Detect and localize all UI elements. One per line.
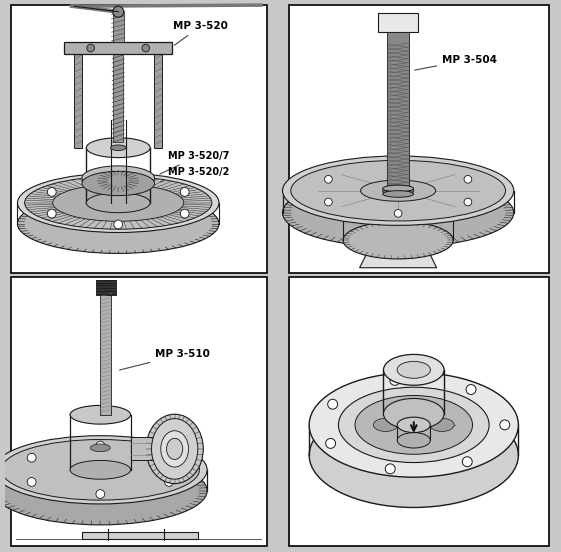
Circle shape [325,198,332,206]
Bar [113,12,124,42]
Circle shape [47,209,56,218]
Text: MP 3-504: MP 3-504 [415,55,497,70]
Bar [154,54,162,148]
Ellipse shape [146,414,203,484]
Polygon shape [360,240,436,268]
Circle shape [164,453,173,462]
Circle shape [114,220,123,229]
Circle shape [96,490,105,498]
Bar [131,437,172,460]
Bar [74,54,82,148]
Circle shape [464,176,472,183]
Ellipse shape [82,171,155,195]
Ellipse shape [25,176,212,229]
Circle shape [464,198,472,206]
Ellipse shape [151,418,198,479]
Ellipse shape [383,190,413,197]
Circle shape [326,438,335,448]
Ellipse shape [111,145,126,151]
Text: MP 3-510: MP 3-510 [119,349,210,370]
Circle shape [113,6,124,17]
Circle shape [462,457,472,466]
Bar [82,532,197,539]
Circle shape [96,441,105,450]
Ellipse shape [384,354,444,385]
Ellipse shape [90,444,110,452]
Ellipse shape [17,194,219,253]
Ellipse shape [355,396,472,454]
Circle shape [466,385,476,395]
Ellipse shape [0,457,207,525]
Ellipse shape [86,138,150,158]
Circle shape [394,164,402,172]
Ellipse shape [167,438,183,459]
Text: MP 3-520/2: MP 3-520/2 [160,167,229,182]
Bar [100,295,111,415]
Bar [387,32,409,190]
Circle shape [164,477,173,486]
Circle shape [390,375,400,385]
Bar [113,38,123,142]
Bar [96,280,116,295]
Ellipse shape [168,437,176,460]
Circle shape [27,453,36,462]
Bar [289,4,549,273]
Circle shape [394,210,402,217]
Bar [289,277,549,546]
Ellipse shape [383,185,413,192]
Ellipse shape [338,387,489,463]
Circle shape [27,477,36,486]
Ellipse shape [383,185,413,196]
Ellipse shape [374,418,398,432]
Ellipse shape [82,166,155,190]
Circle shape [142,44,150,52]
Ellipse shape [384,399,444,429]
Ellipse shape [161,431,188,467]
Ellipse shape [430,418,454,432]
Circle shape [500,420,510,430]
Ellipse shape [17,173,219,232]
Circle shape [47,188,56,197]
Ellipse shape [0,436,207,504]
Circle shape [114,177,123,185]
Circle shape [87,44,95,52]
Ellipse shape [53,184,184,221]
Text: MP 3-520: MP 3-520 [173,21,228,45]
Ellipse shape [291,161,505,221]
Ellipse shape [309,403,518,507]
Ellipse shape [283,178,514,247]
Bar [378,13,418,32]
Ellipse shape [361,180,436,201]
Circle shape [325,176,332,183]
Circle shape [180,188,189,197]
Ellipse shape [1,439,199,500]
Ellipse shape [402,432,426,445]
Bar [11,277,266,546]
Ellipse shape [70,405,131,424]
Ellipse shape [397,417,430,433]
Ellipse shape [283,156,514,225]
Circle shape [385,464,395,474]
Bar [65,42,172,54]
Text: MP 3-520/7: MP 3-520/7 [160,151,229,174]
Circle shape [328,399,338,409]
Ellipse shape [309,373,518,477]
Ellipse shape [397,433,430,448]
Ellipse shape [397,362,430,378]
Circle shape [180,209,189,218]
Ellipse shape [343,221,453,259]
Ellipse shape [70,460,131,479]
Ellipse shape [86,193,150,213]
Ellipse shape [402,404,426,417]
Bar [11,4,266,273]
